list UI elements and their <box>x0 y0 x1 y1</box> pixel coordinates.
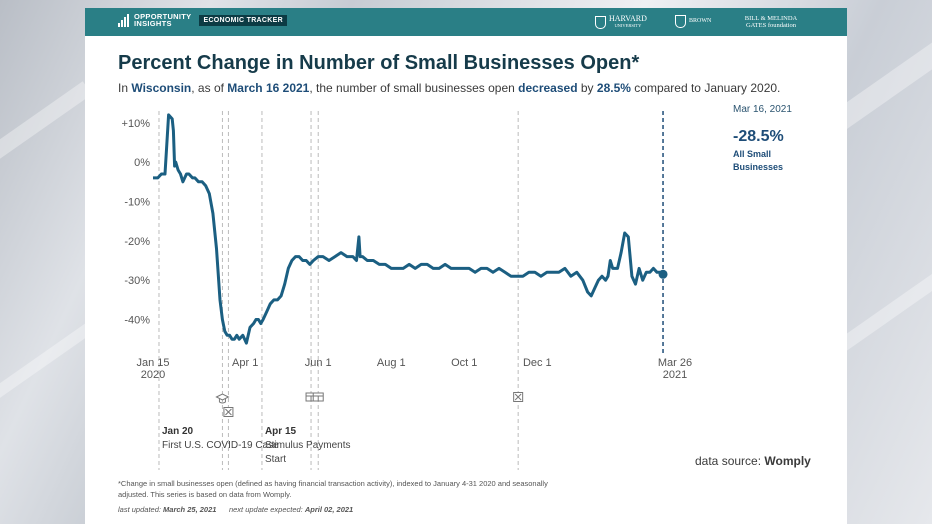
update-info: last updated: March 25, 2021 next update… <box>118 505 354 514</box>
event-date: Apr 15 <box>265 426 297 437</box>
shield-icon <box>595 15 606 29</box>
background-stripe <box>0 81 92 175</box>
school-closure-icon <box>215 393 230 404</box>
closure-marker-icon <box>223 407 234 417</box>
background-stripe <box>0 323 92 409</box>
y-tick-label: -20% <box>124 236 150 248</box>
data-source: data source: Womply <box>695 454 811 468</box>
latest-value-dot[interactable] <box>658 269 668 279</box>
x-tick-label: Jan 15 <box>136 357 169 369</box>
callout-value: -28.5% <box>733 128 784 145</box>
header-bar: OPPORTUNITY INSIGHTS ECONOMIC TRACKER HA… <box>85 8 847 36</box>
chart-title: Percent Change in Number of Small Busine… <box>118 52 640 74</box>
harvard-logo: HARVARD UNIVERSITY <box>595 15 647 29</box>
x-tick-label: Oct 1 <box>451 357 477 369</box>
x-tick-label: Mar 26 <box>658 357 692 369</box>
series-line[interactable] <box>153 113 664 345</box>
y-tick-label: -40% <box>124 315 150 327</box>
x-tick-label: Dec 1 <box>523 357 552 369</box>
callout-date: Mar 16, 2021 <box>733 104 792 115</box>
x-tick-label: 2021 <box>663 369 687 381</box>
opportunity-insights-logo[interactable]: OPPORTUNITY INSIGHTS ECONOMIC TRACKER <box>118 13 287 27</box>
x-tick-label: 2020 <box>141 369 165 381</box>
brown-logo: BROWN <box>675 15 711 28</box>
tracker-panel: OPPORTUNITY INSIGHTS ECONOMIC TRACKER HA… <box>85 8 847 524</box>
brand-text: OPPORTUNITY INSIGHTS <box>134 12 192 28</box>
x-tick-label: Aug 1 <box>377 357 406 369</box>
economic-tracker-badge: ECONOMIC TRACKER <box>199 14 287 26</box>
event-date: Jan 20 <box>162 426 194 437</box>
y-tick-label: -30% <box>124 275 150 287</box>
footnote: *Change in small businesses open (define… <box>118 479 548 499</box>
crest-icon <box>675 15 686 28</box>
data-source-name[interactable]: Womply <box>764 454 811 468</box>
event-label: Start <box>265 454 286 465</box>
store-reopen-icon <box>312 392 324 402</box>
bar-chart-icon <box>118 13 130 27</box>
closure-marker-icon <box>513 392 524 402</box>
event-label: Stimulus Payments <box>265 440 351 451</box>
callout-series-label: All Small Businesses <box>733 149 784 172</box>
y-tick-label: 0% <box>134 157 150 169</box>
x-tick-label: Jun 1 <box>305 357 332 369</box>
y-tick-label: +10% <box>122 118 151 130</box>
y-tick-label: -10% <box>124 196 150 208</box>
gates-foundation-logo: BILL & MELINDA GATES foundation <box>744 15 798 29</box>
event-label: First U.S. COVID-19 Case <box>162 440 279 451</box>
chart-subtitle: In Wisconsin, as of March 16 2021, the n… <box>118 81 781 95</box>
x-tick-label: Apr 1 <box>232 357 258 369</box>
